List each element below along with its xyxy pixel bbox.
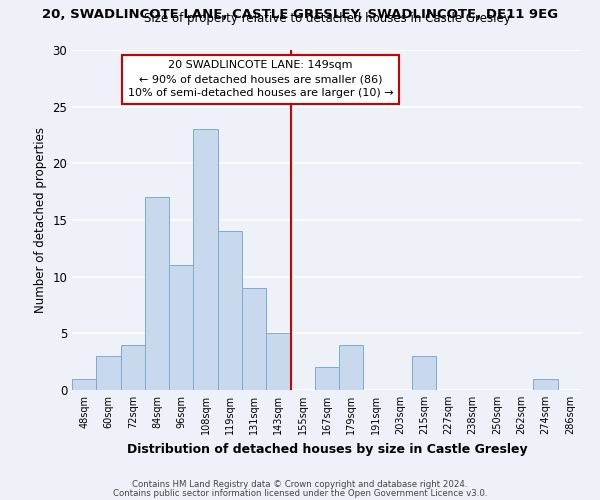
Bar (96, 356, 121, 390)
Text: 20 SWADLINCOTE LANE: 149sqm
← 90% of detached houses are smaller (86)
10% of sem: 20 SWADLINCOTE LANE: 149sqm ← 90% of det… (128, 60, 394, 98)
Bar (121, 344, 145, 390)
Bar (193, 130, 218, 390)
Y-axis label: Number of detached properties: Number of detached properties (34, 127, 47, 313)
Bar (412, 356, 436, 390)
Bar (266, 334, 290, 390)
Bar (242, 288, 266, 390)
X-axis label: Distribution of detached houses by size in Castle Gresley: Distribution of detached houses by size … (127, 442, 527, 456)
Bar (218, 232, 242, 390)
Text: Contains HM Land Registry data © Crown copyright and database right 2024.: Contains HM Land Registry data © Crown c… (132, 480, 468, 489)
Bar (72, 378, 96, 390)
Bar (315, 368, 339, 390)
Text: Contains public sector information licensed under the Open Government Licence v3: Contains public sector information licen… (113, 488, 487, 498)
Bar (169, 266, 193, 390)
Text: 20, SWADLINCOTE LANE, CASTLE GRESLEY, SWADLINCOTE, DE11 9EG: 20, SWADLINCOTE LANE, CASTLE GRESLEY, SW… (42, 8, 558, 20)
Title: Size of property relative to detached houses in Castle Gresley: Size of property relative to detached ho… (143, 12, 511, 25)
Bar (339, 344, 364, 390)
Bar (145, 198, 169, 390)
Bar (533, 378, 558, 390)
